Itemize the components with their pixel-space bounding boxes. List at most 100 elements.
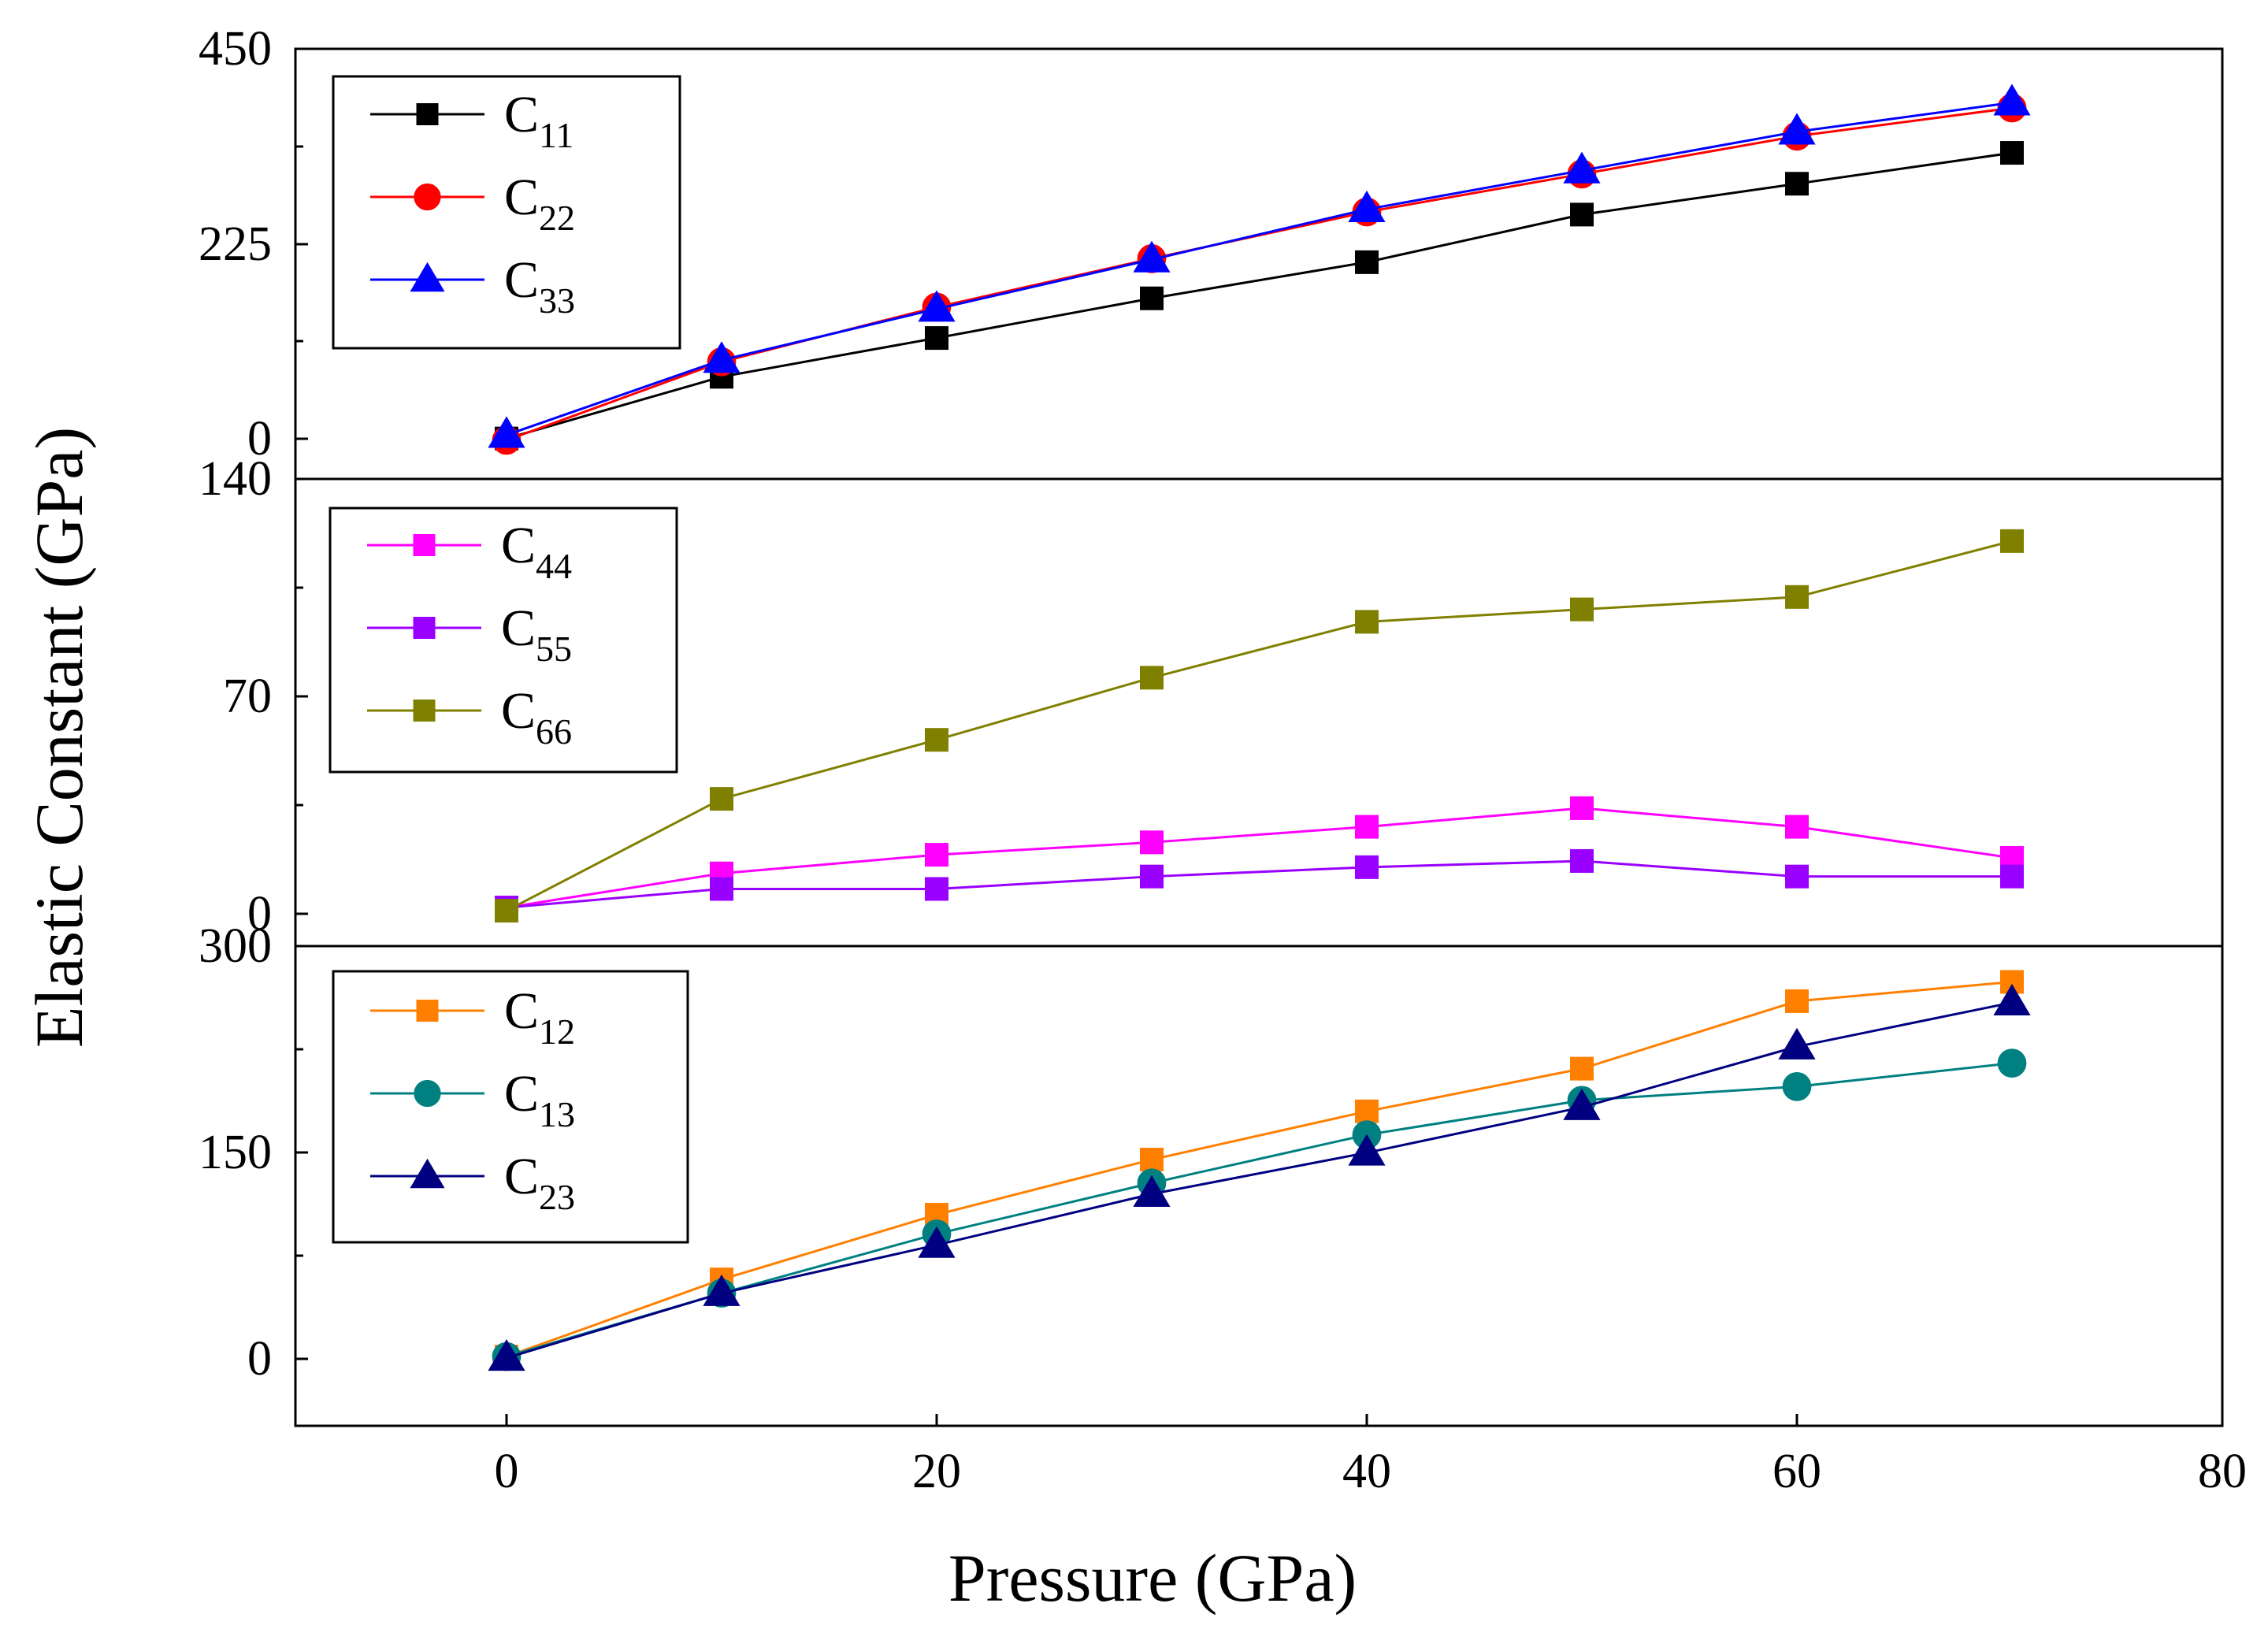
legend-label-main: C xyxy=(501,682,536,740)
data-point-c55 xyxy=(2000,864,2024,889)
data-point-c23 xyxy=(918,1226,956,1258)
legend-label-subscript: 55 xyxy=(536,629,572,669)
data-point-c33 xyxy=(703,341,741,373)
legend-label-subscript: 12 xyxy=(539,1011,575,1052)
data-point-c44 xyxy=(1785,815,1809,839)
legend-label-subscript: 22 xyxy=(539,198,575,238)
data-point-c23 xyxy=(488,1339,525,1371)
data-point-c11 xyxy=(1140,286,1164,310)
data-point-c23 xyxy=(1348,1134,1386,1166)
data-point-c66 xyxy=(1570,597,1594,622)
series-line-c11 xyxy=(506,151,2013,440)
top-y-axis: 450 225 0 xyxy=(199,22,308,466)
series-line-c44 xyxy=(506,807,2013,909)
legend-marker-c66 xyxy=(413,700,436,722)
legend-label-c55: C55 xyxy=(501,599,572,669)
legend-label-main: C xyxy=(504,1065,539,1123)
series-line-c22 xyxy=(506,106,2013,442)
data-point-c66 xyxy=(495,899,518,923)
legend-marker-c12 xyxy=(416,1000,439,1022)
legend-frame xyxy=(332,970,689,1244)
data-point-c33 xyxy=(1133,240,1171,273)
legend-marker-c13 xyxy=(414,1079,441,1108)
legend-label-main: C xyxy=(504,86,539,143)
y-tick-label: 225 xyxy=(199,217,272,271)
y-tick-label: 0 xyxy=(247,1332,272,1386)
legend-marker-c33 xyxy=(410,262,445,292)
data-point-c66 xyxy=(1785,585,1809,609)
data-point-c13 xyxy=(1997,1048,2027,1078)
y-tick-label: 0 xyxy=(247,412,272,466)
data-point-c11 xyxy=(1785,172,1809,196)
legend-label-c66: C66 xyxy=(501,682,572,752)
legend-label-subscript: 13 xyxy=(539,1094,575,1134)
legend-label-c33: C33 xyxy=(504,251,575,321)
data-point-c33 xyxy=(1563,151,1601,184)
y-tick-label: 300 xyxy=(199,919,272,973)
data-point-c66 xyxy=(1355,610,1379,634)
legend-label-c22: C22 xyxy=(504,169,575,238)
legend-label-c13: C13 xyxy=(504,1065,575,1134)
data-point-c12 xyxy=(1785,989,1809,1013)
data-point-c33 xyxy=(918,290,956,322)
data-point-c23 xyxy=(703,1274,741,1306)
data-point-c12 xyxy=(1570,1056,1594,1081)
data-point-c23 xyxy=(1563,1088,1601,1120)
data-point-c33 xyxy=(1993,84,2031,116)
x-tick-label: 40 xyxy=(1342,1445,1391,1498)
data-point-c23 xyxy=(1993,983,2031,1015)
y-tick-label: 150 xyxy=(199,1126,272,1179)
legend-label-main: C xyxy=(501,599,536,657)
data-point-c11 xyxy=(2000,141,2024,165)
legend-label-main: C xyxy=(504,1148,539,1205)
series-line-c12 xyxy=(506,980,2013,1358)
y-tick-label: 450 xyxy=(199,22,272,76)
series-line-c66 xyxy=(506,540,2013,912)
data-point-c55 xyxy=(1355,855,1379,879)
legend-label-subscript: 66 xyxy=(536,711,572,752)
middle-panel-series xyxy=(495,529,2024,923)
legend-marker-c22 xyxy=(414,183,441,211)
x-tick-label: 0 xyxy=(495,1445,519,1498)
legend-label-c44: C44 xyxy=(501,517,572,586)
legend-label-c11: C11 xyxy=(504,86,573,155)
data-point-c11 xyxy=(925,326,948,351)
x-axis-title: Pressure (GPa) xyxy=(948,1540,1357,1616)
data-point-c44 xyxy=(1140,830,1164,855)
series-line-c55 xyxy=(506,859,2012,909)
y-tick-label: 140 xyxy=(199,452,272,506)
legend-label-main: C xyxy=(501,517,536,574)
data-point-c13 xyxy=(1782,1071,1812,1101)
data-point-c12 xyxy=(1355,1099,1379,1123)
legend-marker-c23 xyxy=(410,1158,445,1189)
bottom-panel-series xyxy=(488,970,2031,1371)
data-point-c55 xyxy=(925,877,948,901)
legend-label-main: C xyxy=(504,169,539,226)
x-tick-label: 20 xyxy=(912,1445,961,1498)
legend-marker-c11 xyxy=(416,103,439,125)
x-tick-label: 80 xyxy=(2198,1445,2247,1498)
legend-marker-c55 xyxy=(413,617,436,639)
legend-label-subscript: 33 xyxy=(539,280,575,321)
series-line-c13 xyxy=(506,1062,2013,1358)
legend-label-subscript: 11 xyxy=(539,115,573,155)
data-point-c66 xyxy=(710,787,733,811)
y-tick-label: 0 xyxy=(247,887,272,941)
data-point-c44 xyxy=(1570,796,1594,820)
data-point-c55 xyxy=(710,877,733,901)
y-tick-label: 70 xyxy=(223,670,272,723)
data-point-c33 xyxy=(488,416,525,448)
legend-label-main: C xyxy=(504,251,539,309)
data-point-c66 xyxy=(1140,666,1164,690)
legend-label-c12: C12 xyxy=(504,982,575,1052)
data-point-c55 xyxy=(1140,864,1164,889)
series-line-c33 xyxy=(506,101,2013,436)
data-point-c23 xyxy=(1778,1027,1816,1060)
